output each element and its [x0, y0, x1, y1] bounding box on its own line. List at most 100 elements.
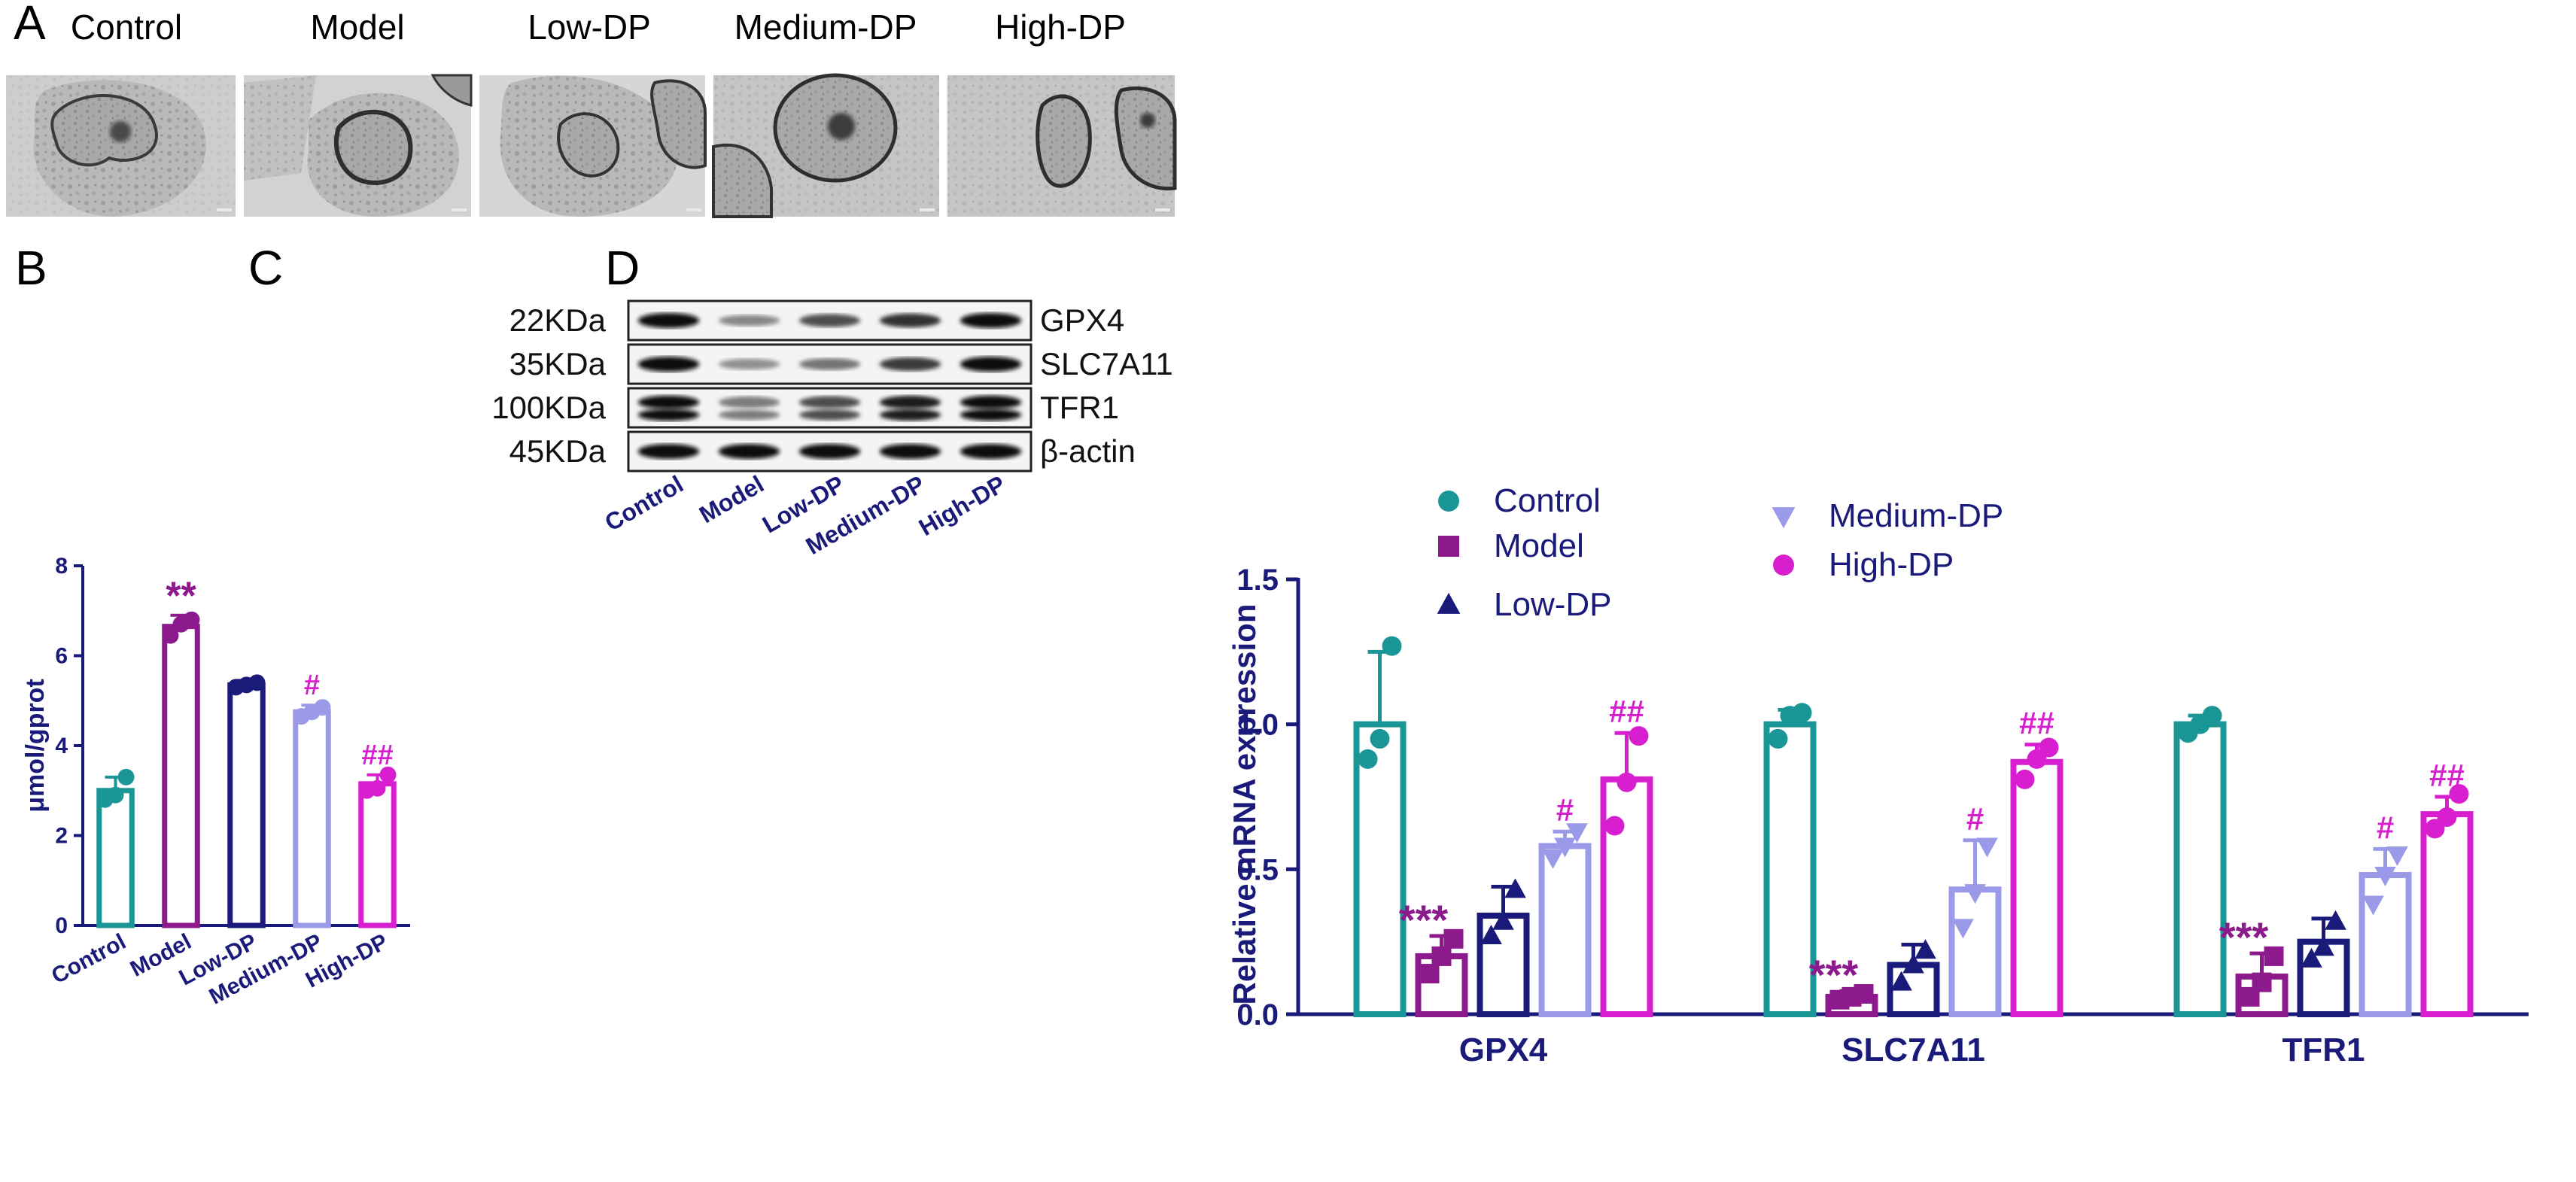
blot-band — [879, 409, 941, 421]
blot-band — [718, 314, 780, 327]
bar-gpx4-medium-dp — [1538, 843, 1592, 1018]
data-point-slc7a11-medium-dp — [1964, 884, 1986, 904]
panel-label-b: B — [15, 241, 47, 295]
western-blot: 22KDa GPX4 35KDa SLC7A11 100KDa TFR1 45KDa β-ac… — [491, 299, 1173, 560]
legend-item-model: Model — [1438, 527, 1584, 564]
legend-label-medium-dp: Medium-DP — [1829, 497, 2003, 534]
y-tick-label: 0.0 — [1236, 998, 1279, 1032]
bar-low-dp — [227, 682, 266, 928]
blot-band — [637, 409, 700, 421]
bar-gpx4-low-dp — [1477, 912, 1530, 1018]
blot-lane-label-control: Control — [600, 470, 688, 536]
data-point-model — [183, 611, 200, 628]
data-point-high-dp — [379, 766, 397, 783]
data-point-gpx4-control — [1370, 728, 1390, 749]
bar-high-dp — [358, 781, 397, 928]
data-point-gpx4-control — [1358, 749, 1378, 769]
data-point-medium-dp — [314, 699, 331, 716]
y-tick-label: 8 — [55, 554, 68, 579]
blot-row-gpx4: 22KDa GPX4 — [509, 299, 1124, 342]
legend-marker-control — [1438, 491, 1459, 512]
legend-marker-medium-dp — [1772, 507, 1796, 529]
bar-tfr1-control — [2173, 721, 2227, 1018]
em-image-medium-dp: Medium-DP — [712, 8, 939, 218]
x-tick-label-slc7a11: SLC7A11 — [1842, 1032, 1985, 1068]
data-point-gpx4-high-dp — [1616, 772, 1637, 792]
data-point-tfr1-low-dp — [2301, 947, 2322, 968]
significance-medium-dp: # — [304, 670, 320, 701]
significance-tfr1-model: *** — [2219, 913, 2269, 961]
data-point-slc7a11-high-dp — [2027, 749, 2047, 769]
bar-tfr1-high-dp — [2420, 811, 2474, 1017]
blot-kda-label: 35KDa — [509, 346, 607, 381]
panel-label-a: A — [14, 0, 46, 50]
data-point-gpx4-model — [1443, 928, 1464, 949]
data-point-control — [117, 768, 135, 785]
panel-label-d: D — [605, 241, 640, 295]
legend-marker-model — [1438, 536, 1459, 557]
y-tick-label: 1.5 — [1236, 564, 1279, 597]
data-point-gpx4-low-dp — [1480, 925, 1502, 945]
data-point-slc7a11-high-dp — [2015, 769, 2035, 789]
blot-band — [960, 357, 1022, 372]
blot-band — [960, 409, 1022, 421]
em-image-low-dp: Low-DP — [479, 8, 707, 217]
significance-gpx4-model: *** — [1399, 896, 1449, 943]
blot-row-slc7a11: 35KDa SLC7A11 — [509, 343, 1173, 385]
blot-band — [637, 395, 700, 409]
y-tick-label: 4 — [55, 734, 68, 758]
bar-gpx4-control — [1353, 721, 1407, 1018]
x-tick-label-tfr1: TFR1 — [2283, 1032, 2365, 1068]
significance-high-dp: ## — [361, 740, 393, 771]
data-point-tfr1-medium-dp — [2374, 866, 2396, 886]
em-title-low-dp: Low-DP — [528, 8, 651, 47]
significance-gpx4-high-dp: ## — [1609, 694, 1644, 729]
blot-band — [798, 358, 861, 370]
significance-gpx4-medium-dp: # — [1556, 792, 1574, 828]
data-point-slc7a11-control — [1768, 728, 1788, 749]
blot-lane-label-model: Model — [695, 470, 768, 528]
data-point-tfr1-high-dp — [2437, 807, 2457, 827]
data-point-tfr1-high-dp — [2449, 784, 2469, 804]
blot-band — [798, 314, 861, 327]
y-tick-label: 0.5 — [1236, 853, 1279, 886]
blot-band — [960, 313, 1022, 328]
data-point-tfr1-model — [2264, 946, 2284, 966]
blot-band — [879, 313, 941, 328]
legend-label-low-dp: Low-DP — [1494, 586, 1612, 623]
blot-band — [637, 357, 700, 372]
data-point-tfr1-medium-dp — [2362, 895, 2384, 916]
significance-tfr1-high-dp: ## — [2429, 758, 2465, 793]
data-point-tfr1-control — [2202, 706, 2222, 726]
bar-slc7a11-control — [1763, 721, 1817, 1018]
significance-slc7a11-medium-dp: # — [1966, 801, 1984, 837]
legend-marker-low-dp — [1437, 592, 1461, 614]
legend-label-control: Control — [1494, 482, 1601, 519]
blot-protein-label: SLC7A11 — [1040, 346, 1173, 381]
legend-item-medium-dp: Medium-DP — [1772, 497, 2003, 534]
bar-model — [162, 624, 200, 928]
blot-band — [798, 444, 861, 459]
em-title-model: Model — [310, 8, 404, 47]
y-tick-label: 1.0 — [1236, 709, 1279, 742]
blot-band — [718, 409, 780, 421]
legend-label-model: Model — [1494, 527, 1584, 564]
significance-model: ** — [166, 575, 196, 618]
blot-band — [718, 444, 780, 459]
chart-d: 0.0 0.5 1.0 1.5 Relative mRNA expression *** #… — [1227, 482, 2529, 1068]
y-axis-title: Relative mRNA expression — [1227, 604, 1262, 1005]
data-point-gpx4-high-dp — [1604, 816, 1625, 836]
blot-kda-label: 45KDa — [509, 433, 607, 469]
data-point-tfr1-medium-dp — [2386, 846, 2408, 867]
em-title-control: Control — [71, 8, 182, 47]
blot-band — [798, 396, 861, 409]
em-title-medium-dp: Medium-DP — [734, 8, 917, 47]
data-point-slc7a11-medium-dp — [1952, 919, 1974, 939]
blot-band — [960, 395, 1022, 409]
blot-lane-label-high-dp: High-DP — [914, 470, 1010, 541]
data-point-gpx4-medium-dp — [1542, 849, 1564, 869]
data-point-gpx4-control — [1382, 636, 1402, 656]
significance-tfr1-medium-dp: # — [2377, 810, 2394, 845]
bar-medium-dp — [293, 709, 331, 928]
data-point-gpx4-medium-dp — [1566, 823, 1588, 843]
